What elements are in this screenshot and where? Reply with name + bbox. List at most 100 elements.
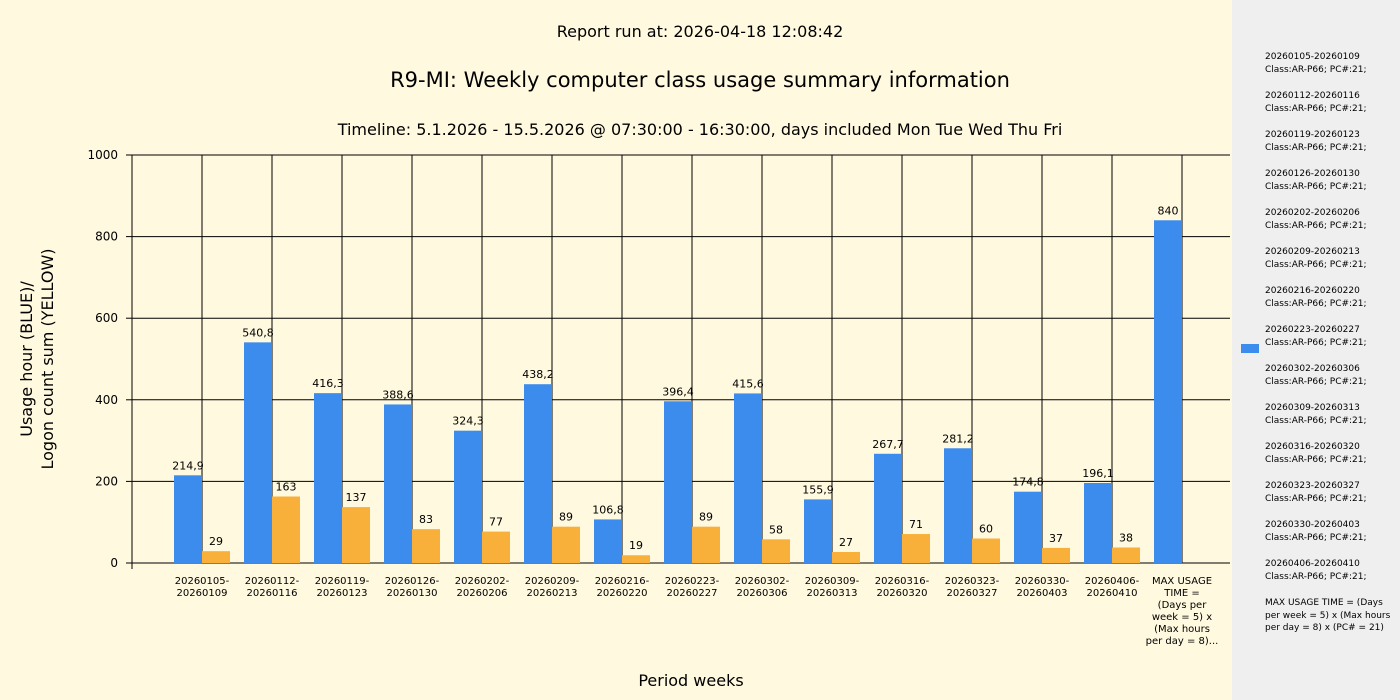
bar-logon-count bbox=[552, 526, 580, 563]
legend-item-class: Class:AR-P66; PC#:21; bbox=[1265, 220, 1367, 231]
bar-label-logon-count: 19 bbox=[629, 539, 643, 552]
x-tick-label: 20260105-20260109 bbox=[175, 576, 230, 599]
bar-label-usage-hour: 155,9 bbox=[802, 483, 834, 496]
legend-item-period: 20260105-20260109 bbox=[1265, 52, 1360, 62]
legend-item: 20260126-20260130 Class:AR-P66; PC#:21; bbox=[1265, 168, 1395, 193]
bar-label-logon-count: 58 bbox=[769, 523, 783, 536]
legend-item-period: 20260323-20260327 bbox=[1265, 481, 1360, 491]
legend-item-period: 20260216-20260220 bbox=[1265, 286, 1360, 296]
bar-usage-hour bbox=[244, 342, 272, 563]
legend-item: 20260223-20260227 Class:AR-P66; PC#:21; bbox=[1265, 324, 1395, 349]
legend-item: 20260309-20260313 Class:AR-P66; PC#:21; bbox=[1265, 402, 1395, 427]
bar-usage-hour bbox=[594, 519, 622, 563]
x-tick-label: 20260112-20260116 bbox=[245, 576, 300, 599]
x-tick-label: 20260126-20260130 bbox=[385, 576, 440, 599]
bar-label-usage-hour: 324,3 bbox=[452, 415, 484, 428]
bar-logon-count bbox=[1112, 547, 1140, 563]
legend-item-class: Class:AR-P66; PC#:21; bbox=[1265, 259, 1367, 270]
bar-logon-count bbox=[202, 551, 230, 563]
legend-item-period: 20260202-20260206 bbox=[1265, 208, 1360, 218]
chart-title: R9-MI: Weekly computer class usage summa… bbox=[390, 68, 1010, 92]
legend-item-class: Class:AR-P66; PC#:21; bbox=[1265, 376, 1367, 387]
y-axis-title-line2: Logon count sum (YELLOW) bbox=[38, 248, 57, 469]
legend-item-period: 20260406-20260410 bbox=[1265, 559, 1360, 569]
bar-label-logon-count: 89 bbox=[559, 511, 573, 524]
bar-label-usage-hour: 388,6 bbox=[382, 388, 414, 401]
x-tick-label: 20260302-20260306 bbox=[735, 576, 790, 599]
legend-item: 20260112-20260116 Class:AR-P66; PC#:21; bbox=[1265, 90, 1395, 115]
bar-label-usage-hour: 267,7 bbox=[872, 438, 904, 451]
bar-label-usage-hour: 196,1 bbox=[1082, 467, 1114, 480]
legend-item-class: Class:AR-P66; PC#:21; bbox=[1265, 454, 1367, 465]
chart-subtitle: Timeline: 5.1.2026 - 15.5.2026 @ 07:30:0… bbox=[337, 120, 1063, 139]
bar-usage-hour bbox=[454, 430, 482, 563]
y-axis-title-line1: Usage hour (BLUE)/ bbox=[17, 281, 36, 437]
bar-label-usage-hour: 174,8 bbox=[1012, 476, 1044, 489]
y-tick-label: 200 bbox=[95, 474, 118, 488]
bar-label-logon-count: 89 bbox=[699, 511, 713, 524]
bar-usage-hour bbox=[874, 453, 902, 563]
legend-item-period: 20260330-20260403 bbox=[1265, 520, 1360, 530]
chart-area bbox=[0, 0, 1232, 700]
bar-logon-count bbox=[762, 539, 790, 563]
legend-item-class: Class:AR-P66; PC#:21; bbox=[1265, 103, 1367, 114]
bar-label-usage-hour: 396,4 bbox=[662, 385, 694, 398]
bar-usage-hour bbox=[1014, 491, 1042, 563]
bar-logon-count bbox=[1042, 547, 1070, 563]
bar-label-logon-count: 137 bbox=[346, 491, 367, 504]
legend-item: 20260302-20260306 Class:AR-P66; PC#:21; bbox=[1265, 363, 1395, 388]
bar-usage-hour bbox=[524, 384, 552, 563]
legend-item-period: 20260302-20260306 bbox=[1265, 364, 1360, 374]
bar-usage-hour bbox=[944, 448, 972, 563]
bar-usage-hour bbox=[804, 499, 832, 563]
legend-item: 20260216-20260220 Class:AR-P66; PC#:21; bbox=[1265, 285, 1395, 310]
legend-item: 20260323-20260327 Class:AR-P66; PC#:21; bbox=[1265, 480, 1395, 505]
bar-usage-hour bbox=[1154, 220, 1182, 563]
x-tick-label: 20260209-20260213 bbox=[525, 576, 580, 599]
legend-item-period: 20260309-20260313 bbox=[1265, 403, 1360, 413]
bar-chart: 0 200 400 600 800 1000 214,9 29 20260105-2026010… bbox=[17, 148, 1230, 690]
bar-logon-count bbox=[622, 555, 650, 563]
bar-label-usage-hour: 281,2 bbox=[942, 432, 974, 445]
bar-logon-count bbox=[412, 529, 440, 563]
bar-label-usage-hour: 840 bbox=[1158, 204, 1179, 217]
bar-label-logon-count: 77 bbox=[489, 516, 503, 529]
bar-logon-count bbox=[972, 538, 1000, 563]
legend-item-period: 20260209-20260213 bbox=[1265, 247, 1360, 257]
bar-label-usage-hour: 416,3 bbox=[312, 377, 344, 390]
bar-label-logon-count: 71 bbox=[909, 518, 923, 531]
x-tick-label: 20260330-20260403 bbox=[1015, 576, 1070, 599]
bar-usage-hour bbox=[384, 404, 412, 563]
bar-logon-count bbox=[692, 526, 720, 563]
legend-item-class: Class:AR-P66; PC#:21; bbox=[1265, 181, 1367, 192]
legend-item: 20260330-20260403 Class:AR-P66; PC#:21; bbox=[1265, 519, 1395, 544]
bar-logon-count bbox=[272, 496, 300, 563]
x-tick-label: 20260323-20260327 bbox=[945, 576, 1000, 599]
bar-logon-count bbox=[902, 534, 930, 563]
legend-item-class: Class:AR-P66; PC#:21; bbox=[1265, 493, 1367, 504]
bar-label-logon-count: 163 bbox=[276, 480, 297, 493]
bar-logon-count bbox=[832, 551, 860, 563]
bar-label-usage-hour: 415,6 bbox=[732, 377, 764, 390]
legend-item: 20260105-20260109 Class:AR-P66; PC#:21; bbox=[1265, 51, 1395, 76]
bar-label-usage-hour: 438,2 bbox=[522, 368, 554, 381]
legend-item-class: Class:AR-P66; PC#:21; bbox=[1265, 571, 1367, 582]
x-tick-label: MAX USAGE TIME = (Days per week = 5) x (Max … bbox=[1146, 576, 1219, 647]
legend-item-period: 20260119-20260123 bbox=[1265, 130, 1360, 140]
bar-label-usage-hour: 214,9 bbox=[172, 459, 204, 472]
legend-item-period: 20260112-20260116 bbox=[1265, 91, 1360, 101]
legend-item: 20260202-20260206 Class:AR-P66; PC#:21; bbox=[1265, 207, 1395, 232]
x-tick-label: 20260309-20260313 bbox=[805, 576, 860, 599]
legend-item-period: 20260126-20260130 bbox=[1265, 169, 1360, 179]
bar-usage-hour bbox=[664, 401, 692, 563]
bar-usage-hour bbox=[314, 393, 342, 563]
legend-item-class: Class:AR-P66; PC#:21; bbox=[1265, 298, 1367, 309]
bar-logon-count bbox=[482, 531, 510, 563]
bar-label-logon-count: 83 bbox=[419, 513, 433, 526]
legend-max-usage-note: MAX USAGE TIME = (Days per week = 5) x (… bbox=[1265, 598, 1391, 633]
x-tick-label: 20260202-20260206 bbox=[455, 576, 510, 599]
report-run-timestamp: Report run at: 2026-04-18 12:08:42 bbox=[556, 22, 844, 41]
x-tick-label: 20260316-20260320 bbox=[875, 576, 930, 599]
y-tick-label: 400 bbox=[95, 393, 118, 407]
legend-item: 20260119-20260123 Class:AR-P66; PC#:21; bbox=[1265, 129, 1395, 154]
